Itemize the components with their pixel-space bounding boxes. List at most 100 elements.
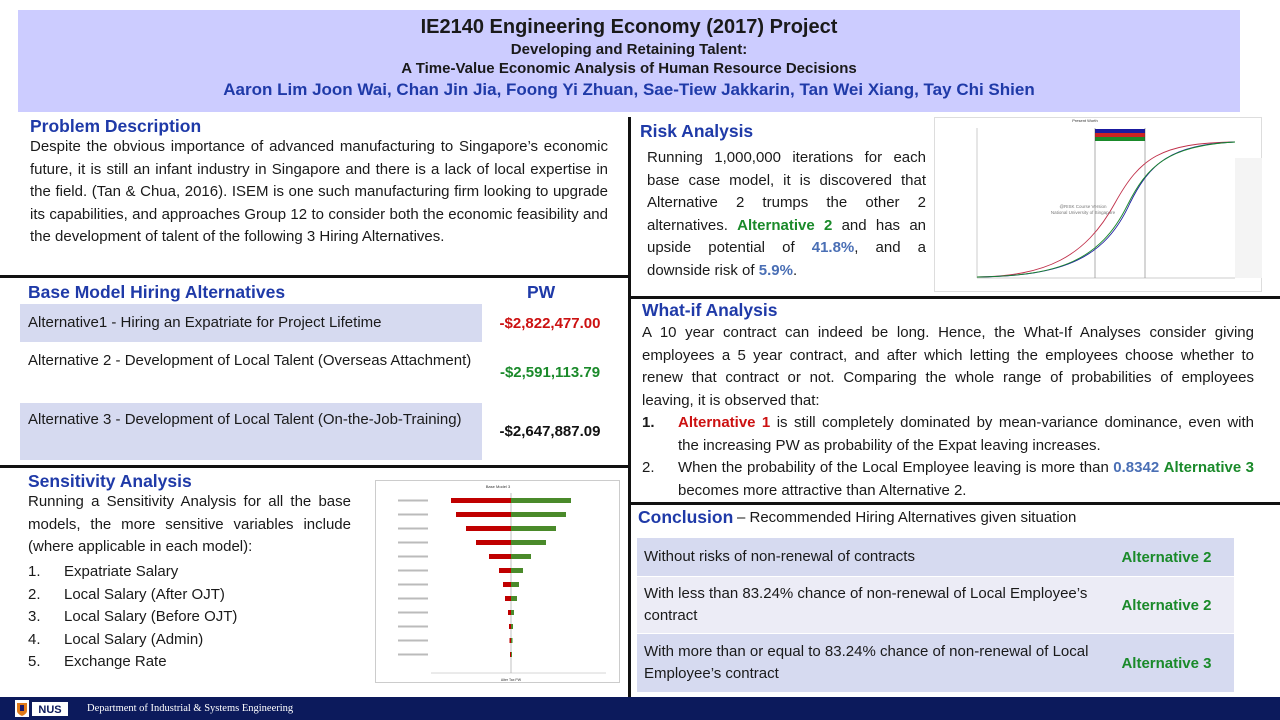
tornado-bar-high bbox=[511, 624, 513, 629]
tornado-bar-label-placeholder bbox=[398, 569, 428, 572]
tornado-bar-high bbox=[511, 568, 523, 573]
conclusion-title: Conclusion bbox=[638, 507, 734, 527]
list-item: 5. Exchange Rate bbox=[28, 653, 167, 670]
tornado-bar-label-placeholder bbox=[398, 555, 428, 558]
table-row: Alternative 3 - Development of Local Tal… bbox=[20, 403, 618, 461]
conclusion-alternative: Alternative 2 bbox=[1099, 577, 1234, 633]
divider-base-model bbox=[0, 465, 628, 468]
conclusion-subtitle: – Recommended Hiring Alternatives given … bbox=[737, 509, 1077, 526]
nus-logo: NUS bbox=[15, 700, 68, 717]
pw-header: PW bbox=[527, 282, 556, 302]
upside-value: 41.8% bbox=[811, 239, 855, 256]
risk-chart-watermark-2: National University of Singapore bbox=[1051, 210, 1116, 215]
tornado-chart-title: Base Model 3 bbox=[486, 484, 511, 489]
risk-alt-highlight: Alternative 2 bbox=[737, 216, 833, 234]
footer-bar: NUS Department of Industrial & Systems E… bbox=[0, 697, 1280, 720]
tornado-bar-high bbox=[511, 526, 556, 531]
poster-authors: Aaron Lim Joon Wai, Chan Jin Jia, Foong … bbox=[223, 80, 1035, 99]
list-item: 1. Alternative 1 is still completely dom… bbox=[642, 414, 1255, 454]
tornado-bar-label-placeholder bbox=[398, 639, 428, 642]
tornado-bar-low bbox=[456, 512, 511, 517]
list-item: 2. When the probability of the Local Emp… bbox=[642, 459, 1254, 499]
alternative-pw: -$2,591,113.79 bbox=[499, 364, 601, 381]
tornado-bar-label-placeholder bbox=[398, 513, 428, 516]
alternative-name: Alternative 2 - Development of Local Tal… bbox=[28, 352, 472, 369]
sensitivity-list: 1. Expatriate Salary 2. Local Salary (Afte… bbox=[28, 561, 237, 674]
risk-chart-watermark-1: @RISK Course Version bbox=[1059, 204, 1107, 209]
problem-text: Despite the obvious importance of advanc… bbox=[30, 138, 608, 245]
poster-header: IE2140 Engineering Economy (2017) Projec… bbox=[18, 10, 1240, 112]
sensitivity-title: Sensitivity Analysis bbox=[28, 471, 192, 491]
conclusion-situation: Without risks of non-renewal of contract… bbox=[637, 538, 1099, 576]
conclusion-alternative: Alternative 3 bbox=[1099, 634, 1234, 692]
tornado-bar-high bbox=[511, 540, 546, 545]
tornado-bar-high bbox=[511, 610, 514, 615]
divider-problem bbox=[0, 275, 628, 278]
tornado-bar-low bbox=[509, 638, 511, 643]
conclusion-alternative: Alternative 2 bbox=[1099, 538, 1234, 576]
risk-cdf-chart-image: Present Worth @RISK Course Version Natio… bbox=[934, 117, 1262, 292]
table-row: With less than 83.24% chance of non-rene… bbox=[637, 577, 1234, 633]
tornado-bar-low bbox=[451, 498, 511, 503]
sensitivity-text: Running a Sensitivity Analysis for all t… bbox=[28, 493, 351, 555]
whatif-alt3-highlight: Alternative 3 bbox=[1163, 459, 1254, 476]
whatif-threshold-value: 0.8342 bbox=[1113, 459, 1160, 476]
whatif-alt1-highlight: Alternative 1 bbox=[678, 414, 771, 431]
downside-value: 5.9% bbox=[758, 261, 793, 279]
alternative-name: Alternative 3 - Development of Local Tal… bbox=[28, 411, 462, 428]
table-row: With more than or equal to 83.24% chance… bbox=[637, 634, 1234, 692]
tornado-bar-label-placeholder bbox=[398, 625, 428, 628]
tornado-bar-label-placeholder bbox=[398, 583, 428, 586]
alternative-pw: -$2,822,477.00 bbox=[482, 304, 618, 342]
whatif-text: A 10 year contract can indeed be long. H… bbox=[642, 324, 1254, 409]
tornado-bar-high bbox=[511, 638, 513, 643]
whatif-title: What-if Analysis bbox=[642, 300, 778, 320]
tornado-bar-high bbox=[511, 498, 571, 503]
risk-chart-title: Present Worth bbox=[1072, 118, 1098, 123]
list-item: 2. Local Salary (After OJT) bbox=[28, 585, 225, 603]
tornado-bar-label-placeholder bbox=[398, 499, 428, 502]
poster-subtitle-2: A Time-Value Economic Analysis of Human … bbox=[401, 60, 857, 77]
tornado-chart-image: Base Model 3 Alter Tax PW bbox=[375, 480, 620, 683]
table-row: Alternative 2 - Development of Local Tal… bbox=[20, 344, 618, 402]
problem-title: Problem Description bbox=[30, 116, 202, 136]
poster-subtitle-1: Developing and Retaining Talent: bbox=[510, 41, 748, 58]
tornado-chart-xlabel: Alter Tax PW bbox=[501, 678, 522, 682]
tornado-bar-low bbox=[505, 596, 511, 601]
tornado-bar-low bbox=[510, 652, 511, 657]
whatif-list: 1. Alternative 1 is still completely dom… bbox=[642, 412, 1254, 502]
risk-text: Running 1,000,000 iterations for each ba… bbox=[647, 149, 927, 279]
department-name: Department of Industrial & Systems Engin… bbox=[87, 703, 294, 714]
tornado-bar-high bbox=[511, 596, 517, 601]
risk-title: Risk Analysis bbox=[640, 121, 754, 141]
list-item: 4. Local Salary (Admin) bbox=[28, 630, 204, 648]
tornado-bar-high bbox=[511, 652, 512, 657]
divider-risk bbox=[628, 296, 1280, 299]
tornado-bar-low bbox=[499, 568, 511, 573]
divider-vertical bbox=[628, 117, 631, 697]
tornado-bar-low bbox=[508, 610, 511, 615]
tornado-bar-label-placeholder bbox=[398, 611, 428, 614]
tornado-bar-label-placeholder bbox=[398, 541, 428, 544]
tornado-bar-low bbox=[489, 554, 511, 559]
tornado-bar-label-placeholder bbox=[398, 597, 428, 600]
alternative-pw: -$2,647,887.09 bbox=[482, 403, 618, 460]
svg-text:NUS: NUS bbox=[38, 704, 61, 716]
tornado-bar-high bbox=[511, 582, 519, 587]
list-item: 1. Expatriate Salary bbox=[28, 563, 179, 580]
tornado-bar-low bbox=[466, 526, 511, 531]
tornado-bar-high bbox=[511, 554, 531, 559]
conclusion-situation: With less than 83.24% chance of non-rene… bbox=[637, 577, 1099, 633]
tornado-bar-low bbox=[503, 582, 511, 587]
tornado-bar-label-placeholder bbox=[398, 653, 428, 656]
alternative-name: Alternative1 - Hiring an Expatriate for … bbox=[28, 314, 382, 331]
tornado-bar-low bbox=[476, 540, 511, 545]
tornado-bar-low bbox=[509, 624, 511, 629]
table-row: Without risks of non-renewal of contract… bbox=[637, 538, 1234, 576]
list-item: 3. Local Salary (Before OJT) bbox=[28, 608, 238, 625]
table-row: Alternative1 - Hiring an Expatriate for … bbox=[20, 304, 618, 343]
poster-title: IE2140 Engineering Economy (2017) Projec… bbox=[420, 16, 838, 38]
conclusion-situation: With more than or equal to 83.24% chance… bbox=[637, 634, 1099, 692]
tornado-bar-high bbox=[511, 512, 566, 517]
base-model-title: Base Model Hiring Alternatives bbox=[28, 282, 286, 302]
